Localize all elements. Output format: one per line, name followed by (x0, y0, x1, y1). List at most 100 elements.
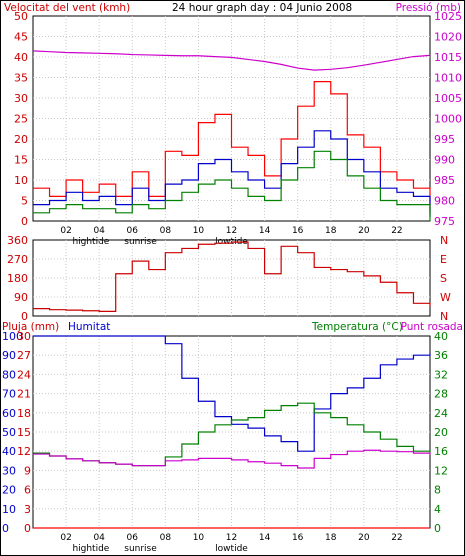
humidity-axis-label: Humitat (68, 321, 110, 333)
x-tick-label: 10 (193, 226, 205, 236)
humidity-tick: 40 (2, 445, 16, 458)
rain-humidity-y-ticks: 0 10 20 30 40 50 60 70 80 90 100 0 3 6 9 12 15 18 21 24 27 30 (2, 330, 31, 535)
y-tick-right: 995 (434, 133, 455, 146)
wind-pressure-panel: Velocitat del vent (kmh) 24 hour graph d… (4, 2, 462, 247)
x-annotation-lowtide: lowtide (215, 544, 248, 554)
x-tick-label: 22 (391, 226, 402, 236)
rain-tick: 0 (24, 522, 31, 535)
compass-label: N (440, 310, 448, 323)
x-annotation-sunrise: sunrise (124, 237, 157, 247)
y-tick-right: 8 (434, 484, 441, 497)
compass-label: W (440, 291, 451, 304)
x-tick-label: 12 (226, 226, 237, 236)
humidity-tick: 50 (2, 426, 16, 439)
y-tick-left: 360 (7, 234, 28, 247)
y-tick-right: 40 (434, 330, 448, 343)
x-tick-label: 16 (292, 533, 304, 543)
y-tick-left: 0 (21, 310, 28, 323)
y-tick-left: 10 (14, 174, 28, 187)
y-tick-left: 20 (14, 133, 28, 146)
y-tick-left: 25 (14, 113, 28, 126)
x-tick-label: 06 (127, 533, 139, 543)
x-tick-label: 02 (60, 533, 71, 543)
compass-label: S (440, 272, 447, 285)
rain-tick: 27 (17, 349, 31, 362)
temp-series-line-0 (33, 335, 431, 452)
humidity-tick: 30 (2, 464, 16, 477)
y-tick-right: 4 (434, 503, 441, 516)
wind-speed-axis-label: Velocitat del vent (kmh) (4, 2, 130, 14)
y-tick-right: 36 (434, 349, 448, 362)
rain-tick: 15 (17, 426, 31, 439)
temp-x-annotations: hightide sunrise lowtide (72, 544, 248, 554)
humidity-tick: 80 (2, 368, 16, 381)
y-tick-right: 975 (434, 215, 455, 228)
humidity-tick: 90 (2, 349, 16, 362)
x-tick-label: 08 (160, 533, 172, 543)
humidity-tick: 70 (2, 388, 16, 401)
y-tick-right: 20 (434, 426, 448, 439)
compass-label: N (440, 234, 448, 247)
y-tick-right: 1025 (434, 10, 462, 23)
pressure-y-ticks: 975 980 985 990 995 1000 1005 1010 1015 1020 1025 (434, 10, 462, 228)
temp-x-ticks: 02 04 06 08 10 12 14 16 18 20 22 (60, 533, 402, 543)
x-tick-label: 14 (259, 226, 271, 236)
y-tick-right: 0 (434, 522, 441, 535)
x-tick-label: 04 (93, 533, 105, 543)
dewpoint-axis-label: Punt rosada (401, 321, 463, 333)
x-tick-label: 14 (259, 533, 271, 543)
wind-x-ticks: 02 04 06 08 10 12 14 16 18 20 22 (60, 226, 402, 236)
y-tick-left: 180 (7, 272, 28, 285)
y-tick-left: 30 (14, 92, 28, 105)
x-tick-label: 08 (160, 226, 172, 236)
y-tick-left: 5 (21, 195, 28, 208)
x-tick-label: 04 (93, 226, 105, 236)
x-tick-label: 10 (193, 533, 205, 543)
x-tick-label: 02 (60, 226, 71, 236)
y-tick-right: 980 (434, 195, 455, 208)
temperature-humidity-panel: Pluja (mm) Humitat Temperatura (°C) Punt… (2, 321, 463, 554)
y-tick-left: 15 (14, 154, 28, 167)
y-tick-right: 1020 (434, 31, 462, 44)
y-tick-right: 24 (434, 407, 448, 420)
x-annotation-hightide: hightide (72, 237, 109, 247)
wind-series (32, 50, 431, 221)
series-line-3 (32, 50, 431, 71)
y-tick-right: 12 (434, 464, 448, 477)
wind-y-ticks: 0 5 10 15 20 25 30 35 40 45 50 (14, 10, 28, 228)
humidity-tick: 60 (2, 407, 16, 420)
y-tick-right: 985 (434, 174, 455, 187)
y-tick-right: 28 (434, 388, 448, 401)
y-tick-right: 1010 (434, 72, 462, 85)
humidity-tick: 10 (2, 503, 16, 516)
y-tick-right: 1000 (434, 113, 462, 126)
x-tick-label: 06 (127, 226, 139, 236)
rain-tick: 12 (17, 445, 31, 458)
rain-tick: 30 (17, 330, 31, 343)
series-line-1 (33, 130, 431, 217)
y-tick-left: 45 (14, 31, 28, 44)
x-tick-label: 18 (325, 533, 337, 543)
x-tick-label: 20 (358, 533, 370, 543)
x-tick-label: 22 (391, 533, 402, 543)
rain-tick: 3 (24, 503, 31, 516)
direction-series (33, 241, 431, 312)
rain-tick: 24 (17, 368, 31, 381)
y-tick-right: 990 (434, 154, 455, 167)
pressure-axis-label: Pressió (mb) (396, 2, 461, 14)
rain-axis-label: Pluja (mm) (2, 321, 59, 333)
x-tick-label: 18 (325, 226, 337, 236)
y-tick-right: 1005 (434, 92, 462, 105)
y-tick-left: 0 (21, 215, 28, 228)
x-tick-label: 16 (292, 226, 304, 236)
compass-label: E (440, 253, 447, 266)
humidity-tick: 0 (2, 522, 9, 535)
series-line-2 (33, 150, 431, 221)
temperature-y-ticks: 0 4 8 12 16 20 24 28 32 36 40 (434, 330, 448, 535)
x-tick-label: 20 (358, 226, 370, 236)
y-tick-right: 32 (434, 368, 448, 381)
graph-title: 24 hour graph day : 04 Junio 2008 (172, 2, 352, 14)
rain-tick: 9 (24, 464, 31, 477)
humidity-tick: 100 (2, 330, 23, 343)
